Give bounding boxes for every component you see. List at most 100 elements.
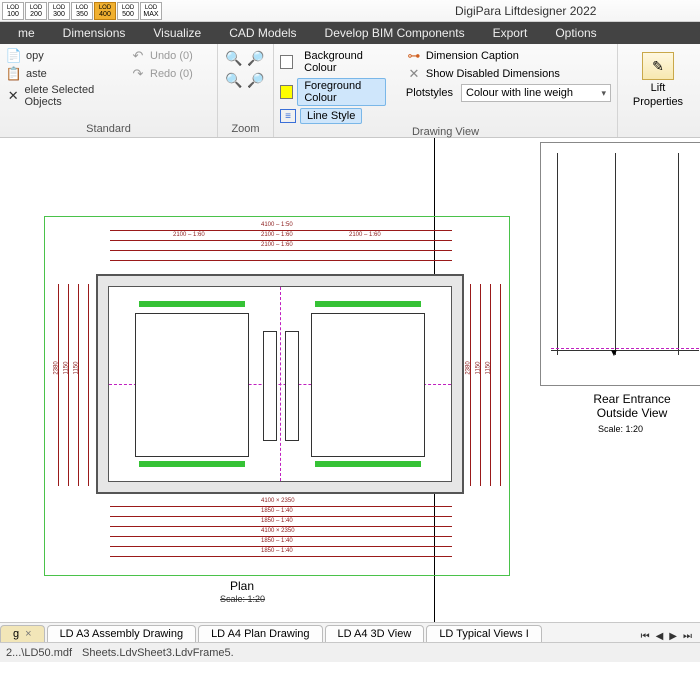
zoom-window-button[interactable]: 🔎 [246, 70, 266, 90]
tab-ld-a4-3d-view[interactable]: LD A4 3D View [325, 625, 425, 642]
rear-floor [551, 350, 699, 351]
zoom-extents-button[interactable]: 🔍 [224, 70, 244, 90]
rail-top-right [315, 301, 421, 307]
lod-350[interactable]: LOD350 [71, 2, 93, 20]
line-style-button[interactable]: ≡ Line Style [280, 108, 386, 124]
dimension-caption-icon: ⊶ [406, 48, 422, 64]
tab-nav-button[interactable]: ⏮ [639, 631, 652, 642]
show-disabled-button[interactable]: ✕ Show Disabled Dimensions [406, 66, 611, 82]
plan-scale: Scale: 1:20 [220, 594, 265, 604]
car-left [135, 313, 249, 457]
bg-colour-button[interactable]: Background Colour [280, 48, 386, 76]
menu-cad-models[interactable]: CAD Models [215, 26, 310, 40]
plan-title: Plan [230, 579, 254, 593]
sheet-tabs: g×LD A3 Assembly DrawingLD A4 Plan Drawi… [0, 622, 700, 642]
chevron-down-icon: ▾ [601, 88, 606, 99]
status-sheet: Sheets.LdvSheet3.LdvFrame5. [82, 647, 234, 659]
copy-icon: 📄 [6, 48, 22, 64]
title-bar: LOD100LOD200LOD300LOD350LOD400LOD500LODM… [0, 0, 700, 22]
rear-line [557, 153, 558, 355]
group-drawing-view: Background Colour Foreground Colour ≡ Lin… [274, 44, 618, 137]
lod-300[interactable]: LOD300 [48, 2, 70, 20]
lod-400[interactable]: LOD400 [94, 2, 116, 20]
group-standard-label: Standard [6, 121, 211, 137]
rail-bot-left [139, 461, 245, 467]
paste-label: aste [26, 68, 47, 80]
undo-button[interactable]: ↶ Undo (0) [130, 48, 193, 64]
redo-label: Redo (0) [150, 68, 193, 80]
copy-button[interactable]: 📄opy [6, 48, 124, 64]
car-right [311, 313, 425, 457]
tab-ld-typical-views-i[interactable]: LD Typical Views I [426, 625, 541, 642]
rear-frame: ▼ [540, 142, 700, 386]
plan-shaft [96, 274, 464, 494]
lift-label-1: Lift [651, 82, 666, 94]
app-title: DigiPara Liftdesigner 2022 [455, 4, 596, 18]
cwt-right [285, 331, 299, 441]
ls-label: Line Style [300, 108, 362, 124]
plot-value: Colour with line weigh [466, 87, 573, 99]
shaft-interior [108, 286, 452, 482]
tab-g[interactable]: g× [0, 625, 45, 642]
show-disabled-icon: ✕ [406, 66, 422, 82]
tab-ld-a4-plan-drawing[interactable]: LD A4 Plan Drawing [198, 625, 322, 642]
delete-icon: ✕ [6, 88, 20, 104]
close-icon[interactable]: × [25, 628, 31, 640]
status-path: 2...\LD50.mdf [6, 647, 72, 659]
cwt-left [263, 331, 277, 441]
status-bar: 2...\LD50.mdf Sheets.LdvSheet3.LdvFrame5… [0, 642, 700, 662]
lift-label-2: Properties [633, 96, 683, 108]
show-disabled-label: Show Disabled Dimensions [426, 68, 560, 80]
group-lift: ✎ Lift Properties [618, 44, 698, 137]
plotstyles-row: Plotstyles Colour with line weigh▾ [406, 84, 611, 102]
undo-label: Undo (0) [150, 50, 193, 62]
menu-options[interactable]: Options [541, 26, 610, 40]
fg-swatch-icon [280, 85, 293, 99]
delete-button[interactable]: ✕elete Selected Objects [6, 84, 124, 108]
rail-top-left [139, 301, 245, 307]
zoom-in-button[interactable]: 🔍 [224, 48, 244, 68]
menu-visualize[interactable]: Visualize [139, 26, 215, 40]
paste-icon: 📋 [6, 66, 22, 82]
group-zoom: 🔍 🔎 🔍 🔎 Zoom [218, 44, 274, 137]
bg-swatch-icon [280, 55, 293, 69]
lod-100[interactable]: LOD100 [2, 2, 24, 20]
tab-nav-button[interactable]: ▶ [667, 631, 679, 642]
rear-line [615, 153, 616, 355]
group-standard: 📄opy 📋 aste ✕elete Selected Objects ↶ Undo… [0, 44, 218, 137]
group-zoom-label: Zoom [224, 121, 267, 137]
fg-colour-button[interactable]: Foreground Colour [280, 78, 386, 106]
menu-dimensions[interactable]: Dimensions [49, 26, 140, 40]
centerline-v [280, 287, 281, 481]
menu-develop-bim-components[interactable]: Develop BIM Components [311, 26, 479, 40]
tab-nav-button[interactable]: ◀ [654, 631, 666, 642]
rear-line [678, 153, 679, 355]
tab-nav-button[interactable]: ⏭ [681, 631, 694, 642]
lift-properties-icon: ✎ [642, 52, 674, 80]
redo-button[interactable]: ↷ Redo (0) [130, 66, 193, 82]
paste-button[interactable]: 📋 aste [6, 66, 124, 82]
lift-properties-button[interactable]: ✎ Lift Properties [624, 46, 692, 108]
zoom-out-button[interactable]: 🔎 [246, 48, 266, 68]
rear-scale: Scale: 1:20 [598, 424, 643, 434]
undo-icon: ↶ [130, 48, 146, 64]
dim-caption-label: Dimension Caption [426, 50, 519, 62]
ls-swatch-icon: ≡ [280, 109, 296, 123]
redo-icon: ↷ [130, 66, 146, 82]
rear-title: Rear EntranceOutside View [572, 392, 692, 420]
lod-MAX[interactable]: LODMAX [140, 2, 162, 20]
rail-bot-right [315, 461, 421, 467]
drawing-canvas[interactable]: Plan Scale: 1:20 ▼ Rear EntranceOutside … [0, 138, 700, 662]
ribbon: 📄opy 📋aste ✕elete Selected Objects ↶Undo… [0, 44, 700, 138]
lod-strip: LOD100LOD200LOD300LOD350LOD400LOD500LODM… [2, 2, 162, 20]
delete-label: elete Selected Objects [24, 84, 124, 108]
lod-200[interactable]: LOD200 [25, 2, 47, 20]
tab-ld-a3-assembly-drawing[interactable]: LD A3 Assembly Drawing [47, 625, 197, 642]
plotstyles-select[interactable]: Colour with line weigh ▾ [461, 84, 611, 102]
rear-center [551, 348, 699, 349]
menu-me[interactable]: me [4, 26, 49, 40]
menu-export[interactable]: Export [479, 26, 542, 40]
lod-500[interactable]: LOD500 [117, 2, 139, 20]
bg-label: Background Colour [297, 48, 386, 76]
dimension-caption-button[interactable]: ⊶ Dimension Caption [406, 48, 611, 64]
